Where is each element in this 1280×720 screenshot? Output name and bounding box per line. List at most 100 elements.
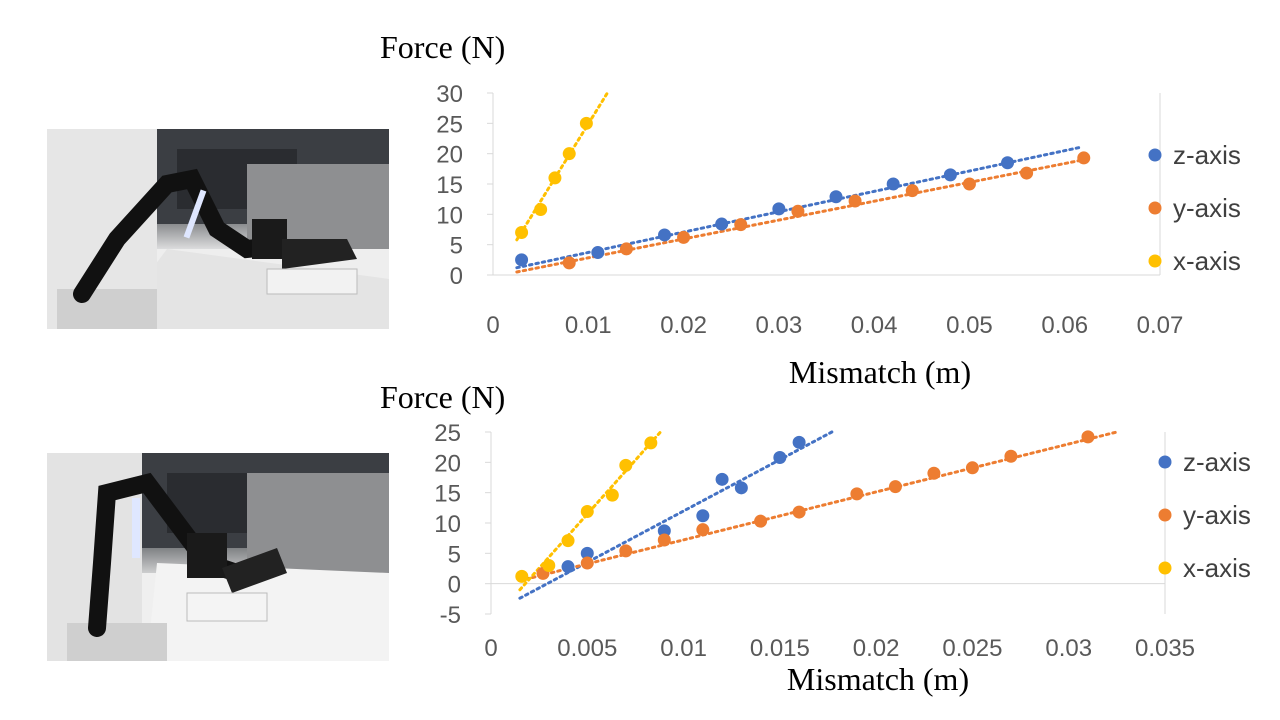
x-tick-label: 0.015 xyxy=(750,635,810,662)
y-axis-point xyxy=(888,480,902,494)
y-axis-point xyxy=(562,256,576,270)
y-tick-label: 20 xyxy=(434,450,461,477)
z-axis-point xyxy=(943,168,957,182)
chart-top: Force (N) Mismatch (m) 0 5 10 15 20 25 30 0 0.01… xyxy=(380,29,1241,390)
x-axis-point xyxy=(579,116,593,130)
y-axis-point xyxy=(580,556,594,570)
y-axis-point xyxy=(1004,449,1018,463)
legend-label-z: z-axis xyxy=(1173,140,1241,170)
y-axis-title: Force (N) xyxy=(380,379,505,415)
legend-marker-x xyxy=(1158,561,1172,575)
x-axis-point xyxy=(561,534,575,548)
y-tick-label: 15 xyxy=(436,172,463,199)
legend-label-x: x-axis xyxy=(1183,553,1251,583)
chart-bottom: Force (N) Mismatch (m) -5 0 5 10 15 20 25 0 0.00… xyxy=(380,379,1251,697)
y-axis-point xyxy=(962,177,976,191)
x-tick-label: 0.01 xyxy=(660,635,707,662)
y-tick-label: 5 xyxy=(450,233,463,260)
y-tick-label: 10 xyxy=(436,202,463,229)
x-tick-label: 0.01 xyxy=(565,312,612,339)
y-axis-point xyxy=(965,461,979,475)
z-axis-point xyxy=(772,202,786,216)
z-axis-point xyxy=(792,435,806,449)
x-axis-point xyxy=(515,226,529,240)
legend-marker-z xyxy=(1158,455,1172,469)
x-tick-label: 0.02 xyxy=(853,635,900,662)
legend-marker-z xyxy=(1148,148,1162,162)
x-axis-point xyxy=(562,147,576,161)
y-axis-point xyxy=(1081,430,1095,444)
z-axis-point xyxy=(734,481,748,495)
z-axis-point xyxy=(561,560,575,574)
x-tick-label: 0.025 xyxy=(942,635,1002,662)
legend-marker-y xyxy=(1158,508,1172,522)
y-tick-label: 10 xyxy=(434,511,461,538)
y-axis-trendline xyxy=(518,430,1119,583)
y-tick-label: 30 xyxy=(436,81,463,108)
y-axis-point xyxy=(619,242,633,256)
x-tick-label: 0.02 xyxy=(660,312,707,339)
y-axis-point xyxy=(657,533,671,547)
z-axis-point xyxy=(886,177,900,191)
x-tick-label: 0.06 xyxy=(1041,312,1088,339)
z-axis-point xyxy=(591,246,605,260)
legend-label-y: y-axis xyxy=(1173,193,1241,223)
legend-marker-x xyxy=(1148,254,1162,268)
y-axis-point xyxy=(734,218,748,232)
legend-marker-y xyxy=(1148,201,1162,215)
z-axis-point xyxy=(715,472,729,486)
y-tick-label: -5 xyxy=(440,602,461,629)
z-axis-point xyxy=(696,509,710,523)
x-axis-title: Mismatch (m) xyxy=(787,661,969,697)
legend-label-y: y-axis xyxy=(1183,500,1251,530)
x-axis-point xyxy=(534,202,548,216)
y-axis-point xyxy=(696,523,710,537)
y-axis-point xyxy=(927,466,941,480)
y-axis-point xyxy=(848,194,862,208)
y-axis-point xyxy=(905,184,919,198)
robot-arm-illustration xyxy=(47,129,389,329)
x-axis-trendline xyxy=(515,91,609,242)
y-tick-label: 5 xyxy=(448,541,461,568)
x-tick-label: 0.035 xyxy=(1135,635,1195,662)
x-axis-point xyxy=(580,504,594,518)
y-axis-point xyxy=(1020,166,1034,180)
y-axis-point xyxy=(791,204,805,218)
x-tick-label: 0.07 xyxy=(1137,312,1184,339)
z-axis-point xyxy=(580,546,594,560)
x-tick-label: 0 xyxy=(484,635,497,662)
y-axis-point xyxy=(1077,151,1091,165)
z-axis-point xyxy=(773,450,787,464)
y-tick-label: 15 xyxy=(434,481,461,508)
y-axis-point xyxy=(619,544,633,558)
robot-arm-illustration xyxy=(47,453,389,661)
y-axis-point xyxy=(792,505,806,519)
robot-arm-photo-top xyxy=(47,129,389,329)
x-tick-label: 0.03 xyxy=(755,312,802,339)
x-axis-point xyxy=(515,569,529,583)
x-axis-title: Mismatch (m) xyxy=(789,354,971,390)
z-axis-point xyxy=(658,228,672,242)
y-tick-label: 25 xyxy=(434,420,461,447)
y-tick-label: 0 xyxy=(450,263,463,290)
x-axis-point xyxy=(542,558,556,572)
y-tick-label: 0 xyxy=(448,572,461,599)
x-tick-label: 0.03 xyxy=(1045,635,1092,662)
z-axis-point xyxy=(715,217,729,231)
y-axis-title: Force (N) xyxy=(380,29,505,65)
z-axis-point xyxy=(1001,156,1015,170)
z-axis-point xyxy=(515,253,529,267)
x-axis-point xyxy=(619,458,633,472)
x-axis-point xyxy=(644,436,658,450)
z-axis-point xyxy=(657,524,671,538)
y-tick-label: 25 xyxy=(436,111,463,138)
x-tick-label: 0.005 xyxy=(557,635,617,662)
x-tick-label: 0 xyxy=(486,312,499,339)
robot-arm-photo-bottom xyxy=(47,453,389,661)
legend-label-x: x-axis xyxy=(1173,246,1241,276)
x-tick-label: 0.04 xyxy=(851,312,898,339)
x-tick-label: 0.05 xyxy=(946,312,993,339)
x-axis-point xyxy=(548,171,562,185)
y-axis-point xyxy=(677,230,691,244)
